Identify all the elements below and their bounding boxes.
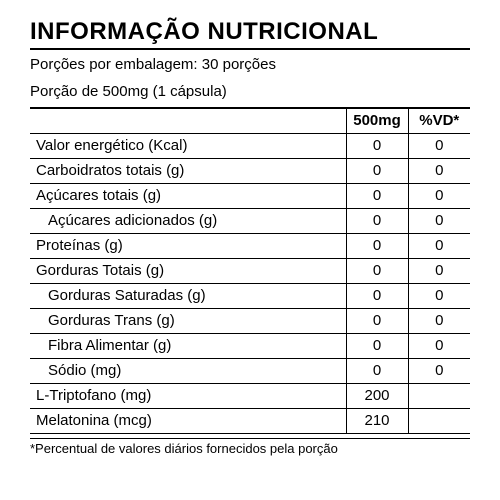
- nutrient-amount: 0: [346, 358, 408, 383]
- nutrient-label: Valor energético (Kcal): [30, 133, 346, 158]
- nutrient-amount: 0: [346, 183, 408, 208]
- footnote: *Percentual de valores diários fornecido…: [30, 438, 470, 456]
- nutrient-vd: 0: [408, 283, 470, 308]
- nutrient-label: Sódio (mg): [30, 358, 346, 383]
- table-row: Valor energético (Kcal)00: [30, 133, 470, 158]
- nutrient-vd: 0: [408, 308, 470, 333]
- nutrient-label: Gorduras Trans (g): [30, 308, 346, 333]
- nutrient-label: Açúcares totais (g): [30, 183, 346, 208]
- nutrient-vd: [408, 408, 470, 433]
- table-row: Melatonina (mcg)210: [30, 408, 470, 433]
- col-header-vd: %VD*: [408, 108, 470, 133]
- nutrient-label: L-Triptofano (mg): [30, 383, 346, 408]
- table-row: Proteínas (g)00: [30, 233, 470, 258]
- servings-per-container: Porções por embalagem: 30 porções: [30, 54, 470, 77]
- table-row: Sódio (mg)00: [30, 358, 470, 383]
- nutrient-label: Gorduras Saturadas (g): [30, 283, 346, 308]
- nutrient-vd: 0: [408, 333, 470, 358]
- nutrient-amount: 200: [346, 383, 408, 408]
- table-row: Carboidratos totais (g)00: [30, 158, 470, 183]
- nutrient-label: Proteínas (g): [30, 233, 346, 258]
- nutrient-amount: 0: [346, 133, 408, 158]
- col-header-empty: [30, 108, 346, 133]
- table-row: Gorduras Trans (g)00: [30, 308, 470, 333]
- nutrient-vd: 0: [408, 158, 470, 183]
- nutrient-vd: 0: [408, 233, 470, 258]
- nutrient-amount: 0: [346, 308, 408, 333]
- nutrient-amount: 0: [346, 208, 408, 233]
- nutrient-label: Melatonina (mcg): [30, 408, 346, 433]
- table-row: Açúcares totais (g)00: [30, 183, 470, 208]
- nutrient-vd: 0: [408, 258, 470, 283]
- table-row: Gorduras Saturadas (g)00: [30, 283, 470, 308]
- nutrient-amount: 0: [346, 283, 408, 308]
- nutrient-vd: 0: [408, 358, 470, 383]
- table-row: Fibra Alimentar (g)00: [30, 333, 470, 358]
- nutrient-label: Gorduras Totais (g): [30, 258, 346, 283]
- nutrient-label: Carboidratos totais (g): [30, 158, 346, 183]
- nutrient-label: Açúcares adicionados (g): [30, 208, 346, 233]
- nutrient-vd: 0: [408, 208, 470, 233]
- table-row: Açúcares adicionados (g)00: [30, 208, 470, 233]
- table-header-row: 500mg %VD*: [30, 108, 470, 133]
- nutrient-vd: 0: [408, 183, 470, 208]
- nutrient-amount: 0: [346, 233, 408, 258]
- nutrition-table: 500mg %VD* Valor energético (Kcal)00Carb…: [30, 107, 470, 434]
- nutrient-vd: 0: [408, 133, 470, 158]
- table-row: L-Triptofano (mg)200: [30, 383, 470, 408]
- nutrient-vd: [408, 383, 470, 408]
- nutrition-title: INFORMAÇÃO NUTRICIONAL: [30, 18, 470, 50]
- nutrient-amount: 210: [346, 408, 408, 433]
- nutrient-amount: 0: [346, 258, 408, 283]
- col-header-amount: 500mg: [346, 108, 408, 133]
- serving-size: Porção de 500mg (1 cápsula): [30, 81, 470, 104]
- table-row: Gorduras Totais (g)00: [30, 258, 470, 283]
- nutrient-label: Fibra Alimentar (g): [30, 333, 346, 358]
- nutrient-amount: 0: [346, 158, 408, 183]
- nutrient-amount: 0: [346, 333, 408, 358]
